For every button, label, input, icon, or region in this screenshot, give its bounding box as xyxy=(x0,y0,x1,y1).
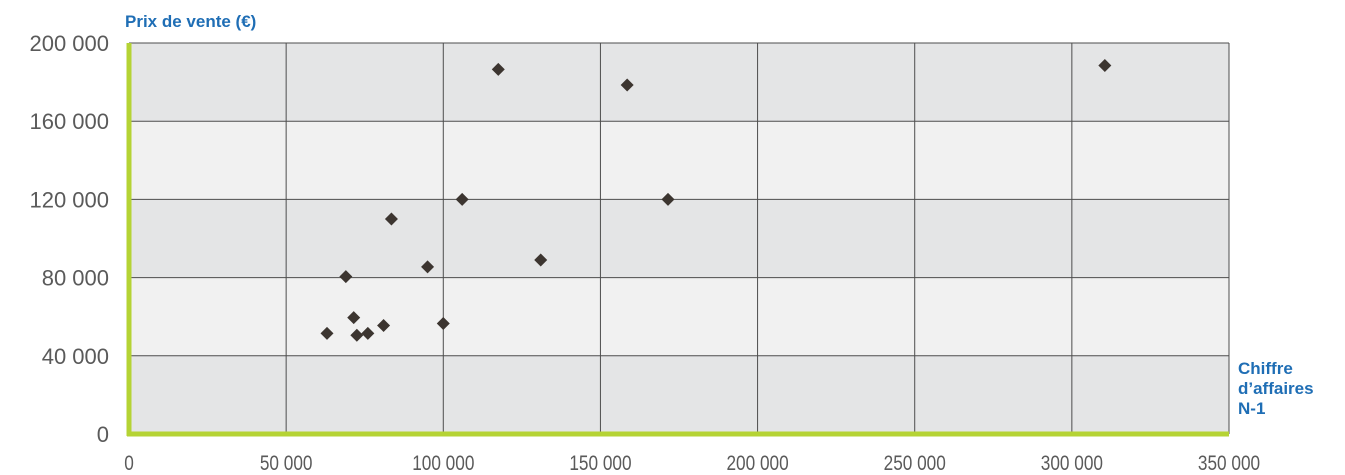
x-tick-label: 0 xyxy=(124,453,134,475)
x-tick-label: 50 000 xyxy=(260,453,313,475)
data-points xyxy=(320,58,1112,342)
y-tick-label: 0 xyxy=(97,422,109,447)
gridlines xyxy=(129,42,1230,434)
x-tick-label: 250 000 xyxy=(884,453,946,475)
y-tick-labels: 0 40 000 80 000 120 000 160 000 200 000 xyxy=(29,31,109,447)
data-point xyxy=(377,318,391,332)
x-tick-labels: 0 50 000 100 000 150 000 200 000 250 000 300 0… xyxy=(124,453,1260,475)
y-tick-label: 200 000 xyxy=(29,31,109,56)
x-tick-label: 150 000 xyxy=(569,453,631,475)
data-point xyxy=(1098,58,1112,72)
x-tick-label: 350 000 xyxy=(1198,453,1260,475)
data-point xyxy=(491,62,505,76)
x-tick-label: 300 000 xyxy=(1041,453,1103,475)
y-tick-label: 160 000 xyxy=(29,109,109,134)
plot-band xyxy=(129,199,1229,278)
data-point xyxy=(350,328,364,342)
plot-band xyxy=(129,43,1229,122)
data-point xyxy=(620,78,634,92)
data-point xyxy=(436,317,450,331)
data-point xyxy=(455,192,469,206)
data-point xyxy=(534,253,548,267)
data-point xyxy=(339,270,353,284)
data-point xyxy=(384,212,398,226)
axes xyxy=(126,43,1229,437)
x-tick-label: 100 000 xyxy=(412,453,474,475)
y-tick-label: 120 000 xyxy=(29,187,109,212)
data-point xyxy=(661,192,675,206)
data-point xyxy=(320,326,334,340)
x-axis-title: Chiffre d’affaires N-1 xyxy=(1238,359,1314,418)
y-tick-label: 80 000 xyxy=(42,266,109,291)
plot-band xyxy=(129,355,1229,434)
plot-band xyxy=(129,121,1229,200)
data-point xyxy=(361,326,375,340)
plot-background xyxy=(129,43,1229,434)
y-axis-title: Prix de vente (€) xyxy=(125,12,257,31)
y-tick-label: 40 000 xyxy=(42,344,109,369)
data-point xyxy=(347,311,361,325)
plot-band xyxy=(129,277,1229,356)
data-point xyxy=(421,260,435,274)
x-tick-label: 200 000 xyxy=(726,453,788,475)
